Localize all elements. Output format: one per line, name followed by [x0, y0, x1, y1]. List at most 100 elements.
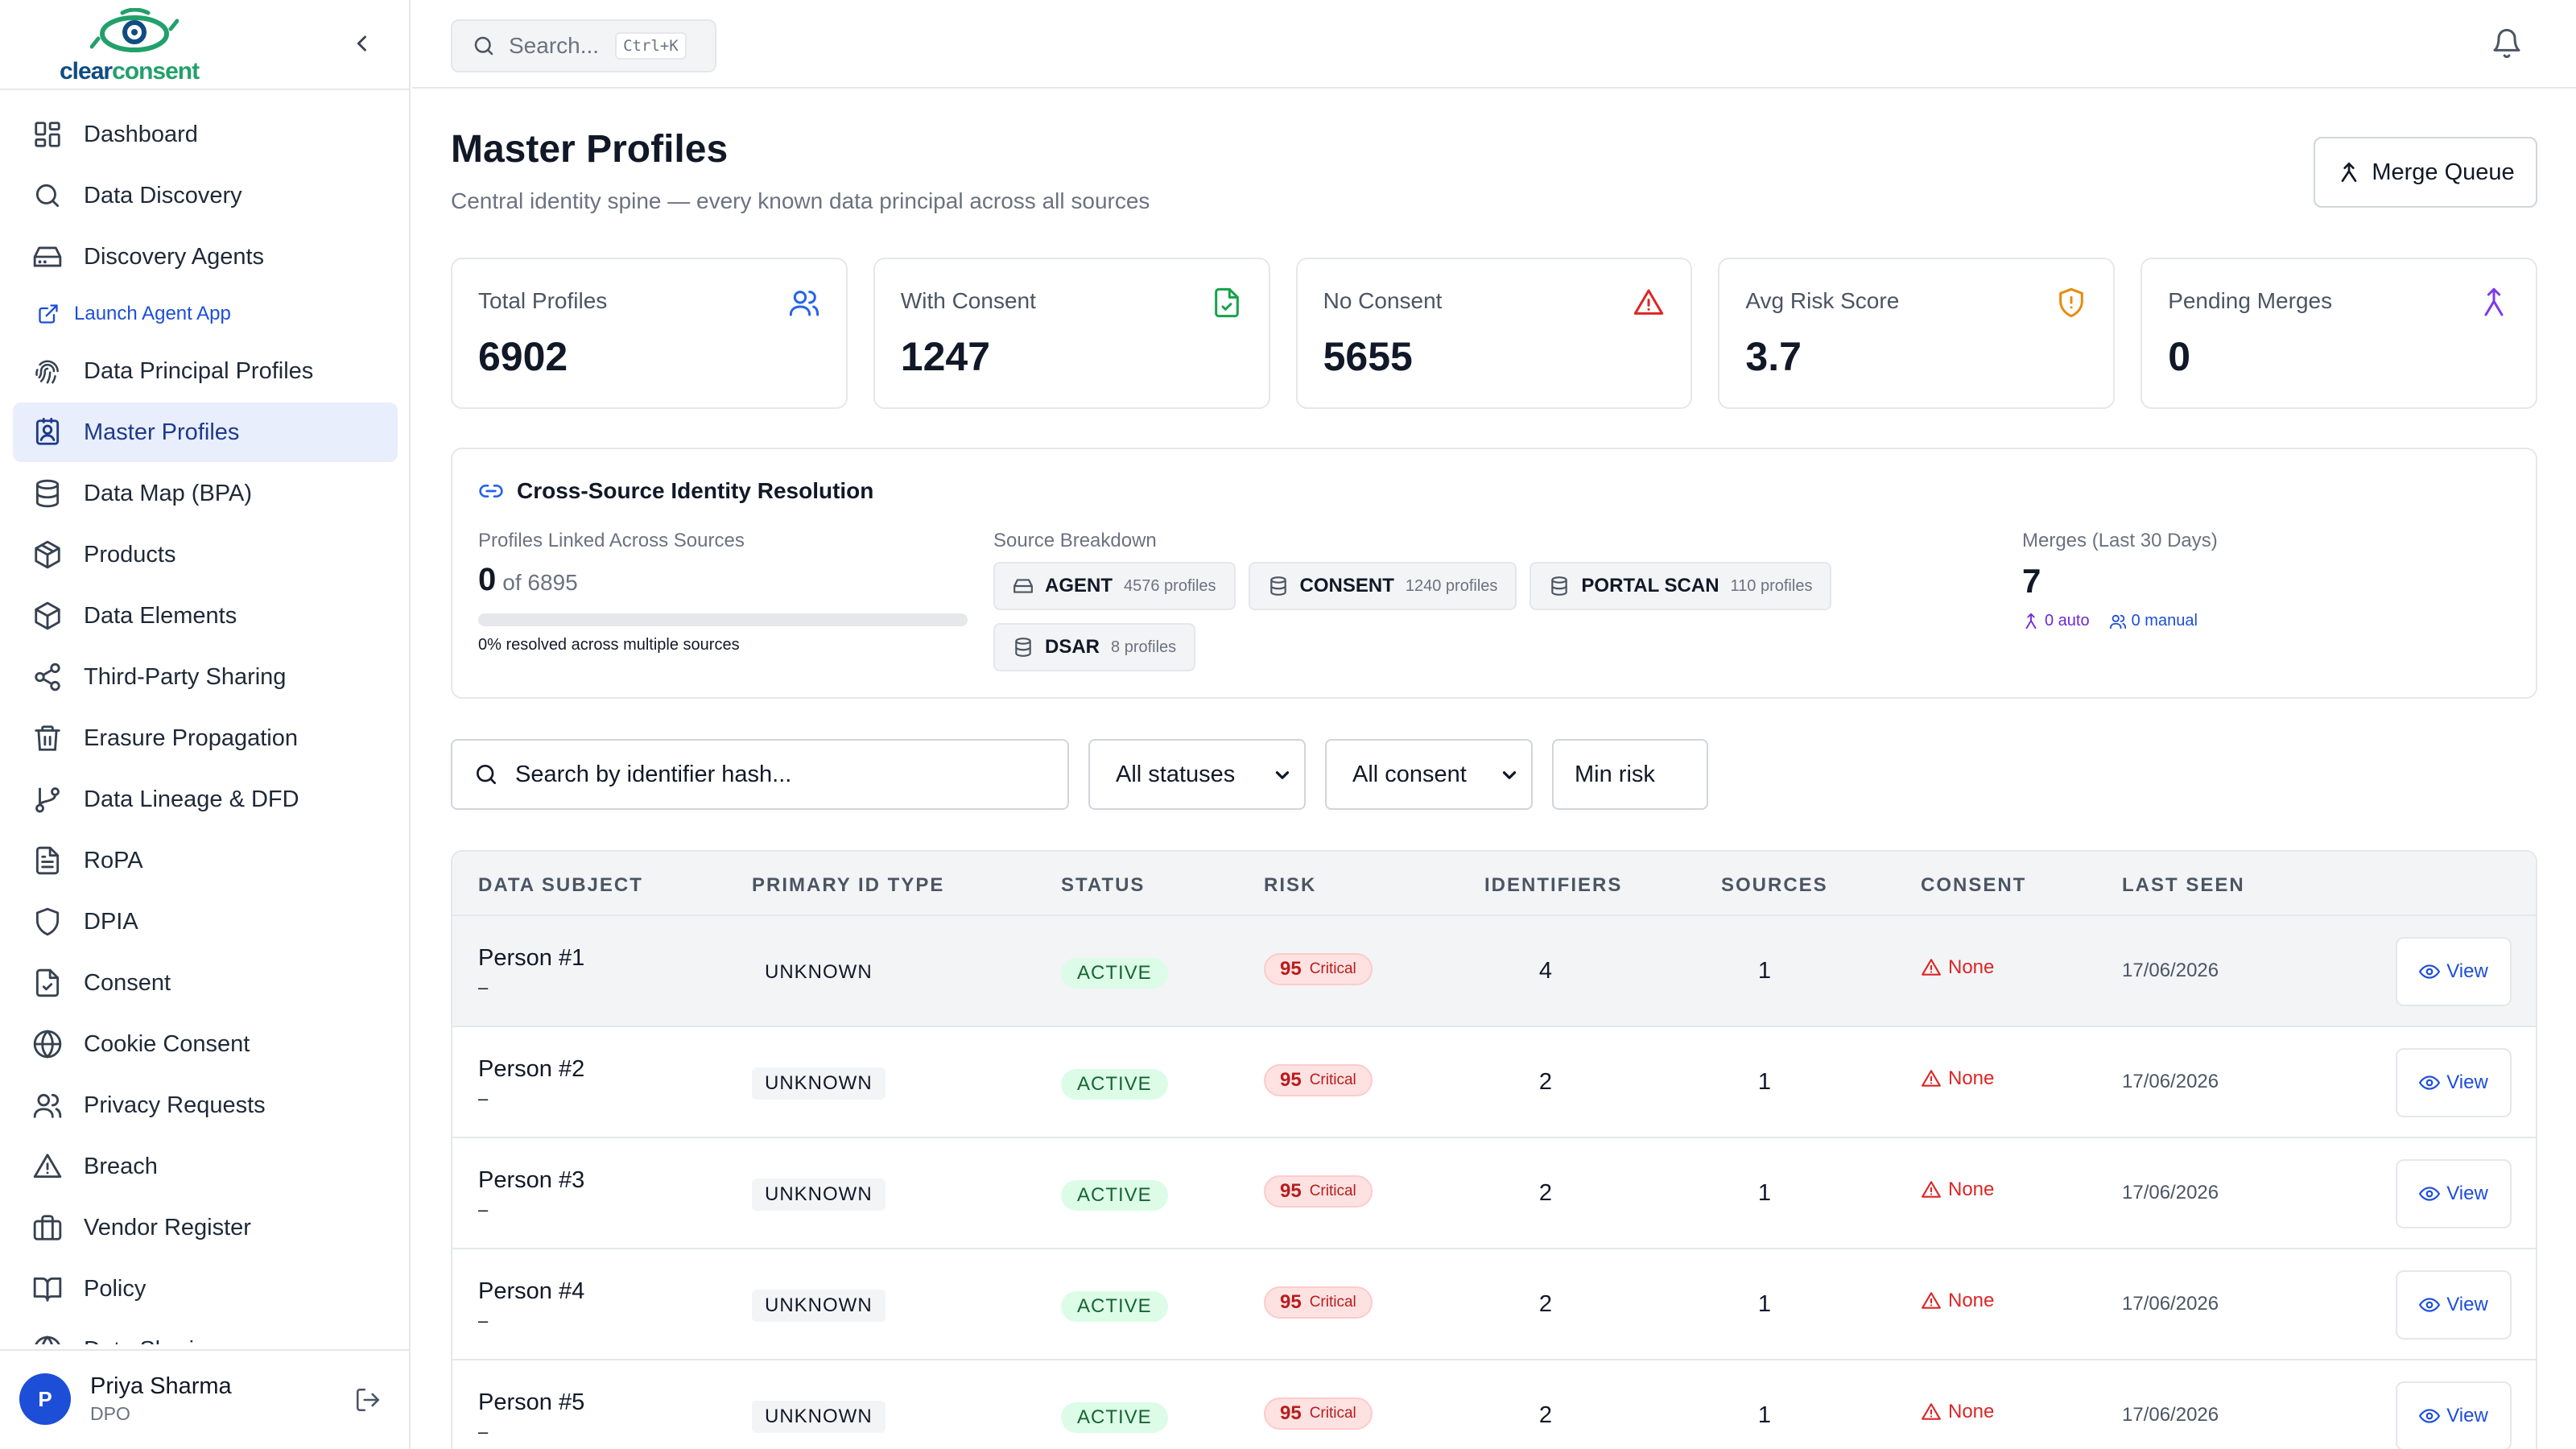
- sidebar-item-label: Consent: [84, 969, 171, 996]
- subject-secondary: –: [478, 1422, 489, 1442]
- source-breakdown: AGENT 4576 profiles CONSENT 1240 profile…: [993, 562, 1879, 671]
- eye-icon: [2419, 1187, 2441, 1201]
- source-chip-agent: AGENT 4576 profiles: [993, 562, 1236, 610]
- view-button[interactable]: View: [2396, 937, 2512, 1006]
- trash-icon: [35, 725, 60, 751]
- search-icon: [474, 36, 493, 56]
- app-logo[interactable]: clearconsent: [60, 8, 221, 85]
- consent-select[interactable]: All consent: [1325, 739, 1533, 810]
- sidebar-item-label: Data Lineage & DFD: [84, 786, 299, 812]
- sidebar-item-cookie-consent[interactable]: Cookie Consent: [13, 1014, 398, 1074]
- sidebar-item-label: RoPA: [84, 847, 143, 873]
- subject-name: Person #1: [478, 945, 585, 971]
- source-name: CONSENT: [1299, 575, 1394, 597]
- status-badge: ACTIVE: [1061, 1402, 1168, 1433]
- chevron-down-icon: [1275, 771, 1290, 779]
- sidebar-nav: Dashboard Data Discovery Discovery Agent…: [13, 105, 398, 1344]
- sidebar-item-products[interactable]: Products: [13, 525, 398, 584]
- sidebar-item-label: Master Profiles: [84, 419, 240, 445]
- view-button[interactable]: View: [2396, 1048, 2512, 1117]
- column-header[interactable]: PRIMARY ID TYPE: [752, 874, 945, 896]
- sidebar-item-ropa[interactable]: RoPA: [13, 831, 398, 890]
- sidebar-item-erasure-propagation[interactable]: Erasure Propagation: [13, 708, 398, 768]
- logout-icon[interactable]: [354, 1386, 382, 1414]
- search-placeholder: Search...: [509, 33, 600, 58]
- identifier-search-input[interactable]: Search by identifier hash...: [451, 739, 1069, 810]
- sidebar-item-master-profiles[interactable]: Master Profiles: [13, 402, 398, 462]
- linked-value: 0 of 6895: [478, 562, 578, 598]
- avatar: P: [19, 1373, 71, 1425]
- merge-queue-button[interactable]: Merge Queue: [2314, 137, 2537, 208]
- table-row[interactable]: Person #1 – UNKNOWN ACTIVE 95 Critical 4 …: [452, 916, 2536, 1027]
- consent-status: None: [1921, 1290, 1994, 1312]
- table-row[interactable]: Person #2 – UNKNOWN ACTIVE 95 Critical 2 …: [452, 1027, 2536, 1138]
- package-icon: [35, 540, 60, 569]
- sidebar-item-data-sharing[interactable]: Data Sharing: [13, 1320, 398, 1344]
- column-header[interactable]: SOURCES: [1721, 874, 1828, 896]
- globe-icon: [33, 1030, 62, 1059]
- linked-label: Profiles Linked Across Sources: [478, 530, 745, 551]
- sidebar-item-data-lineage[interactable]: Data Lineage & DFD: [13, 770, 398, 829]
- risk-badge: 95 Critical: [1264, 953, 1373, 985]
- eye-icon: [2419, 1075, 2441, 1090]
- status-select[interactable]: All statuses: [1088, 739, 1306, 810]
- sidebar-item-discovery-agents[interactable]: Discovery Agents: [13, 227, 398, 287]
- sidebar-item-launch-agent-app[interactable]: Launch Agent App: [13, 288, 398, 340]
- eye-icon: [2419, 964, 2441, 979]
- sidebar-item-consent[interactable]: Consent: [13, 953, 398, 1013]
- sidebar: clearconsent Dashboard Data Discovery Di…: [0, 0, 411, 1449]
- sources-count: 1: [1757, 1069, 1772, 1095]
- sidebar-item-label: Vendor Register: [84, 1214, 251, 1241]
- sidebar-item-data-elements[interactable]: Data Elements: [13, 586, 398, 646]
- shield-icon: [35, 907, 60, 936]
- briefcase-icon: [33, 1215, 62, 1241]
- table-row[interactable]: Person #3 – UNKNOWN ACTIVE 95 Critical 2 …: [452, 1138, 2536, 1249]
- sidebar-item-dpia[interactable]: DPIA: [13, 892, 398, 952]
- risk-score: 95: [1280, 1180, 1302, 1202]
- consent-text: None: [1948, 1401, 1995, 1422]
- sidebar-item-vendor-register[interactable]: Vendor Register: [13, 1198, 398, 1257]
- chevron-left-icon[interactable]: [351, 32, 374, 55]
- last-seen: 17/06/2026: [2122, 1182, 2219, 1203]
- user-profile[interactable]: P Priya Sharma DPO: [19, 1373, 232, 1425]
- sidebar-item-data-map[interactable]: Data Map (BPA): [13, 464, 398, 523]
- column-header[interactable]: STATUS: [1061, 874, 1146, 896]
- view-button[interactable]: View: [2396, 1159, 2512, 1228]
- table-row[interactable]: Person #5 – UNKNOWN ACTIVE 95 Critical 2 …: [452, 1360, 2536, 1449]
- column-header[interactable]: RISK: [1264, 874, 1317, 896]
- hard-drive-icon: [33, 246, 62, 267]
- sidebar-item-privacy-requests[interactable]: Privacy Requests: [13, 1075, 398, 1135]
- sidebar-item-third-party-sharing[interactable]: Third-Party Sharing: [13, 647, 398, 707]
- column-header[interactable]: IDENTIFIERS: [1484, 874, 1623, 896]
- sidebar-item-dashboard[interactable]: Dashboard: [13, 105, 398, 164]
- column-header[interactable]: DATA SUBJECT: [478, 874, 643, 896]
- global-search-input[interactable]: Search... Ctrl+K: [451, 19, 716, 72]
- sidebar-item-data-principal-profiles[interactable]: Data Principal Profiles: [13, 341, 398, 401]
- subject-name: Person #2: [478, 1056, 585, 1082]
- view-button[interactable]: View: [2396, 1270, 2512, 1340]
- column-header[interactable]: CONSENT: [1921, 874, 2027, 896]
- panel-title: Cross-Source Identity Resolution: [478, 478, 873, 504]
- column-header[interactable]: LAST SEEN: [2122, 874, 2245, 896]
- external-link-icon: [39, 304, 58, 324]
- sidebar-item-label: Data Elements: [84, 602, 237, 629]
- sidebar-item-breach[interactable]: Breach: [13, 1137, 398, 1196]
- linked-of: of 6895: [502, 570, 578, 595]
- source-name: AGENT: [1045, 575, 1113, 597]
- sidebar-item-data-discovery[interactable]: Data Discovery: [13, 166, 398, 225]
- view-button[interactable]: View: [2396, 1381, 2512, 1449]
- sidebar-item-label: Data Map (BPA): [84, 480, 252, 506]
- file-text-icon: [35, 846, 60, 875]
- stat-label: Pending Merges: [2168, 288, 2333, 313]
- logo-part1: clear: [60, 58, 113, 85]
- min-risk-input[interactable]: Min risk: [1552, 739, 1708, 810]
- merge-icon: [2484, 287, 2504, 316]
- users-icon: [789, 291, 819, 316]
- search-icon: [477, 765, 496, 784]
- source-name: PORTAL SCAN: [1581, 575, 1719, 597]
- sources-count: 1: [1757, 1291, 1772, 1317]
- bell-icon[interactable]: [2491, 27, 2523, 60]
- sidebar-item-policy[interactable]: Policy: [13, 1259, 398, 1319]
- table-row[interactable]: Person #4 – UNKNOWN ACTIVE 95 Critical 2 …: [452, 1249, 2536, 1360]
- stat-card-total-profiles: Total Profiles 6902: [451, 258, 848, 409]
